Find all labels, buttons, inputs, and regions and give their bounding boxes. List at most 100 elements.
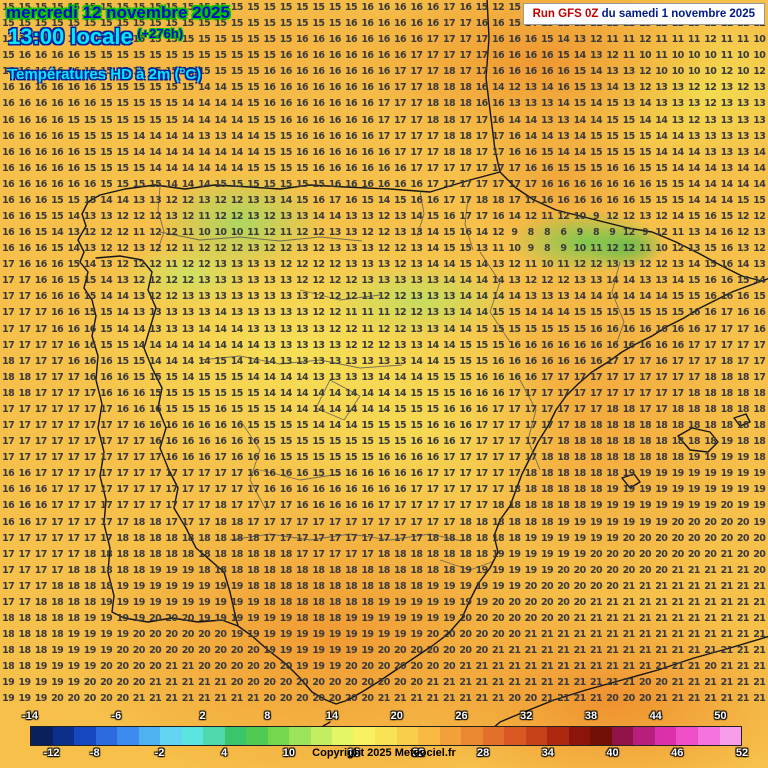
- temp-value: 17: [34, 323, 48, 335]
- temp-value: 16: [475, 18, 489, 30]
- temp-value: 16: [426, 2, 440, 13]
- temp-value: 13: [263, 194, 276, 206]
- temp-value: 16: [524, 146, 538, 158]
- temp-value: 19: [296, 661, 309, 673]
- temp-value: 16: [296, 114, 309, 126]
- temp-value: 17: [198, 500, 211, 512]
- temp-value: 21: [720, 580, 734, 592]
- temp-value: 17: [34, 548, 48, 560]
- temp-value: 14: [720, 194, 734, 206]
- temp-value: 19: [736, 500, 750, 512]
- temp-value: 19: [34, 677, 48, 689]
- temp-value: 13: [540, 114, 554, 126]
- temp-value: 13: [720, 162, 734, 174]
- temp-value: 21: [606, 645, 619, 657]
- temp-value: 15: [671, 178, 685, 190]
- temp-value: 17: [132, 436, 146, 448]
- temp-value: 16: [394, 2, 407, 13]
- temp-value: 18: [459, 548, 472, 560]
- temp-value: 17: [540, 436, 554, 448]
- colorbar-cell: [332, 727, 354, 745]
- temp-value: 14: [655, 114, 668, 126]
- temp-value: 18: [328, 564, 342, 576]
- temp-value: 18: [573, 436, 587, 448]
- temp-value: 19: [2, 677, 15, 689]
- temp-value: 15: [51, 194, 64, 206]
- temp-value: 20: [51, 693, 64, 705]
- temp-value: 13: [753, 130, 766, 142]
- temp-value: 17: [475, 130, 489, 142]
- colorbar-cell: [246, 727, 268, 745]
- temp-value: 12: [149, 259, 162, 271]
- temp-value: 17: [312, 516, 325, 528]
- temp-value: 19: [655, 500, 668, 512]
- temp-value: 20: [214, 661, 227, 673]
- temp-value: 19: [279, 612, 293, 624]
- temp-value: 17: [51, 564, 64, 576]
- temp-value: 14: [149, 355, 162, 367]
- temp-value: 16: [622, 162, 636, 174]
- temp-value: 16: [491, 18, 505, 30]
- temp-value: 17: [720, 307, 734, 319]
- temp-value: 20: [655, 548, 668, 560]
- temp-value: 19: [540, 532, 554, 544]
- temp-value: 9: [609, 227, 616, 239]
- temp-value: 18: [508, 484, 521, 496]
- colorbar-cell: [504, 727, 526, 745]
- temp-value: 17: [165, 516, 178, 528]
- temp-value: 12: [149, 227, 162, 239]
- temp-value: 13: [214, 275, 227, 287]
- temp-value: 21: [524, 677, 538, 689]
- temp-value: 17: [377, 130, 391, 142]
- temp-value: 16: [410, 436, 423, 448]
- temp-row: 18 18 19 19 19 19 20 20 20 20 21 21 20 20 20 20 20 20 19 19…: [0, 659, 768, 675]
- temp-value: 16: [524, 339, 538, 351]
- temp-value: 15: [263, 2, 276, 13]
- temp-value: 18: [377, 548, 391, 560]
- temp-value: 20: [524, 596, 538, 608]
- temp-value: 17: [687, 339, 701, 351]
- temp-value: 21: [638, 580, 652, 592]
- temp-value: 12: [279, 259, 293, 271]
- temp-value: 17: [394, 114, 407, 126]
- temp-value: 19: [704, 468, 717, 480]
- temp-value: 21: [491, 677, 505, 689]
- temp-value: 13: [655, 275, 668, 287]
- temp-value: 19: [100, 629, 113, 641]
- temp-value: 14: [475, 291, 489, 303]
- temp-value: 17: [443, 516, 456, 528]
- temp-value: 21: [671, 661, 685, 673]
- temp-value: 16: [361, 484, 374, 496]
- temp-row: 17 17 17 17 17 17 17 16 16 16 15 15 15 16 15 15 15 14 14 14…: [0, 402, 768, 418]
- temp-value: 15: [573, 323, 587, 335]
- temp-row: 17 17 17 17 17 17 17 17 17 17 16 16 16 17 16 16 16 15 15 15…: [0, 450, 768, 466]
- temp-value: 17: [443, 18, 456, 30]
- temp-row: 16 16 16 15 14 13 12 12 13 12 12 11 12 12 12 13 12 12 13 12…: [0, 241, 768, 257]
- temp-value: 16: [345, 194, 358, 206]
- temp-value: 19: [443, 612, 456, 624]
- temp-value: 13: [671, 114, 685, 126]
- temp-value: 15: [214, 355, 227, 367]
- temp-value: 21: [573, 661, 587, 673]
- temp-value: 14: [459, 275, 472, 287]
- temp-value: 17: [491, 146, 505, 158]
- temp-value: 16: [345, 500, 358, 512]
- temp-value: 11: [655, 50, 668, 62]
- temp-value: 15: [247, 34, 260, 46]
- temp-row: 16 16 16 17 17 17 17 17 17 17 17 17 17 18 17 17 17 17 16 16…: [0, 498, 768, 514]
- temp-value: 17: [263, 532, 276, 544]
- temp-value: 14: [51, 227, 64, 239]
- temp-value: 16: [198, 452, 211, 464]
- temp-value: 12: [2, 34, 15, 46]
- temp-value: 19: [345, 645, 358, 657]
- temp-value: 15: [508, 323, 521, 335]
- temp-value: 21: [720, 548, 734, 560]
- temp-value: 14: [198, 178, 211, 190]
- temp-value: 20: [638, 532, 652, 544]
- temp-value: 18: [34, 629, 48, 641]
- temp-value: 12: [83, 227, 97, 239]
- temp-value: 14: [214, 146, 227, 158]
- temp-value: 16: [18, 82, 31, 94]
- temp-value: 21: [491, 661, 505, 673]
